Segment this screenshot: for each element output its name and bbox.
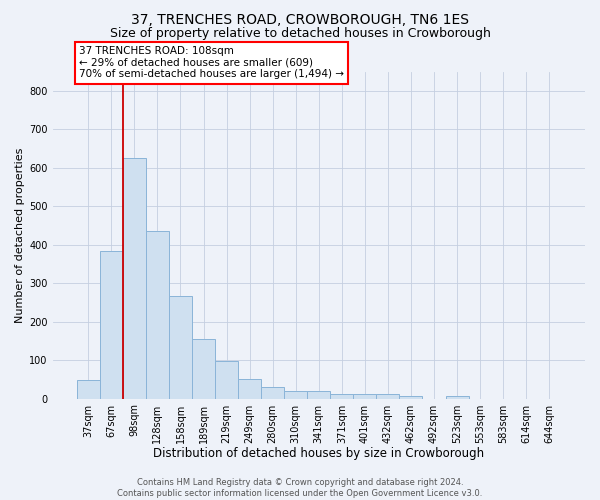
Bar [261,387,284,398]
Bar [376,394,400,398]
Bar [238,378,261,398]
Text: Size of property relative to detached houses in Crowborough: Size of property relative to detached ho… [110,28,490,40]
Bar [353,394,376,398]
Bar [330,394,353,398]
Bar [284,391,307,398]
X-axis label: Distribution of detached houses by size in Crowborough: Distribution of detached houses by size … [153,447,484,460]
Bar [192,339,215,398]
Text: Contains HM Land Registry data © Crown copyright and database right 2024.
Contai: Contains HM Land Registry data © Crown c… [118,478,482,498]
Bar [100,252,123,398]
Text: 37, TRENCHES ROAD, CROWBOROUGH, TN6 1ES: 37, TRENCHES ROAD, CROWBOROUGH, TN6 1ES [131,12,469,26]
Bar [446,396,469,398]
Bar [307,391,330,398]
Bar [123,158,146,398]
Y-axis label: Number of detached properties: Number of detached properties [15,148,25,323]
Bar [215,362,238,399]
Bar [169,296,192,399]
Text: 37 TRENCHES ROAD: 108sqm
← 29% of detached houses are smaller (609)
70% of semi-: 37 TRENCHES ROAD: 108sqm ← 29% of detach… [79,46,344,80]
Bar [77,380,100,398]
Bar [400,396,422,398]
Bar [146,230,169,398]
